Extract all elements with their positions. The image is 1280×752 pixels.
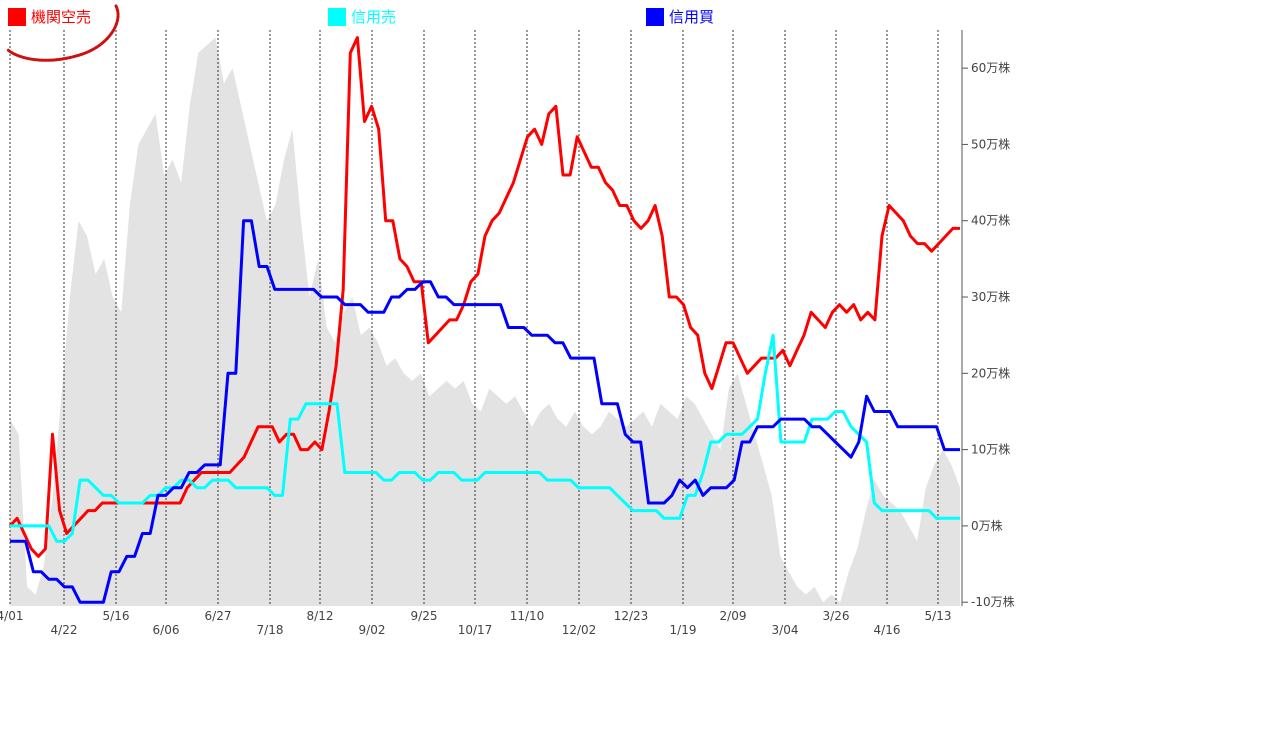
legend-item-shinyo-kai: 信用買 — [646, 6, 714, 28]
series-layer — [8, 36, 960, 604]
hand-drawn-circle-annotation — [6, 4, 120, 62]
x-tick-label: 6/27 — [205, 609, 232, 623]
x-tick-label: 12/02 — [562, 623, 597, 637]
x-tick-label: 11/10 — [510, 609, 545, 623]
x-tick-label: 1/19 — [670, 623, 697, 637]
y-tick-label: 10万株 — [971, 442, 1010, 457]
x-tick-label: 5/16 — [103, 609, 130, 623]
legend-swatch-shinyo-uri — [328, 8, 346, 26]
legend-swatch-kikan — [8, 8, 26, 26]
y-tick-label: 30万株 — [971, 289, 1010, 304]
x-tick-label: 5/13 — [925, 609, 952, 623]
x-tick-label: 4/22 — [51, 623, 78, 637]
legend-item-kikan: 機関空売 — [8, 6, 91, 28]
x-tick-label: 6/06 — [153, 623, 180, 637]
background-area — [10, 37, 960, 607]
x-tick-label: 3/26 — [823, 609, 850, 623]
legend-label-kikan: 機関空売 — [31, 8, 92, 26]
axis-layer: 4/01 4/22 5/16 6/06 6/27 7/18 8/12 9/02 9/25 10/1… — [0, 30, 1015, 637]
legend-swatch-shinyo-kai — [646, 8, 664, 26]
x-tick-label: 3/04 — [772, 623, 799, 637]
x-tick-label: 10/17 — [458, 623, 493, 637]
x-tick-label: 9/25 — [411, 609, 438, 623]
x-tick-label: 8/12 — [307, 609, 334, 623]
x-tick-label: 9/02 — [359, 623, 386, 637]
legend-label-shinyo-uri: 信用売 — [351, 8, 397, 26]
series-line-1 — [10, 333, 960, 543]
legend-label-shinyo-kai: 信用買 — [669, 8, 715, 26]
x-tick-label: 2/09 — [720, 609, 747, 623]
background-area-layer — [10, 37, 960, 607]
x-tick-label: 7/18 — [257, 623, 284, 637]
y-tick-label: 60万株 — [971, 60, 1010, 75]
y-tick-label: 50万株 — [971, 136, 1010, 151]
red-circle-mark — [6, 4, 120, 62]
y-tick-label: 40万株 — [971, 213, 1010, 228]
y-tick-label: 0万株 — [971, 518, 1003, 533]
y-tick-label: -10万株 — [971, 594, 1015, 609]
series-line-0 — [8, 36, 960, 558]
legend-item-shinyo-uri: 信用売 — [328, 6, 396, 28]
x-tick-label: 4/16 — [874, 623, 901, 637]
x-tick-label: 12/23 — [614, 609, 649, 623]
x-tick-label: 4/01 — [0, 609, 23, 623]
y-tick-label: 20万株 — [971, 365, 1010, 380]
series-line-2 — [10, 219, 960, 604]
